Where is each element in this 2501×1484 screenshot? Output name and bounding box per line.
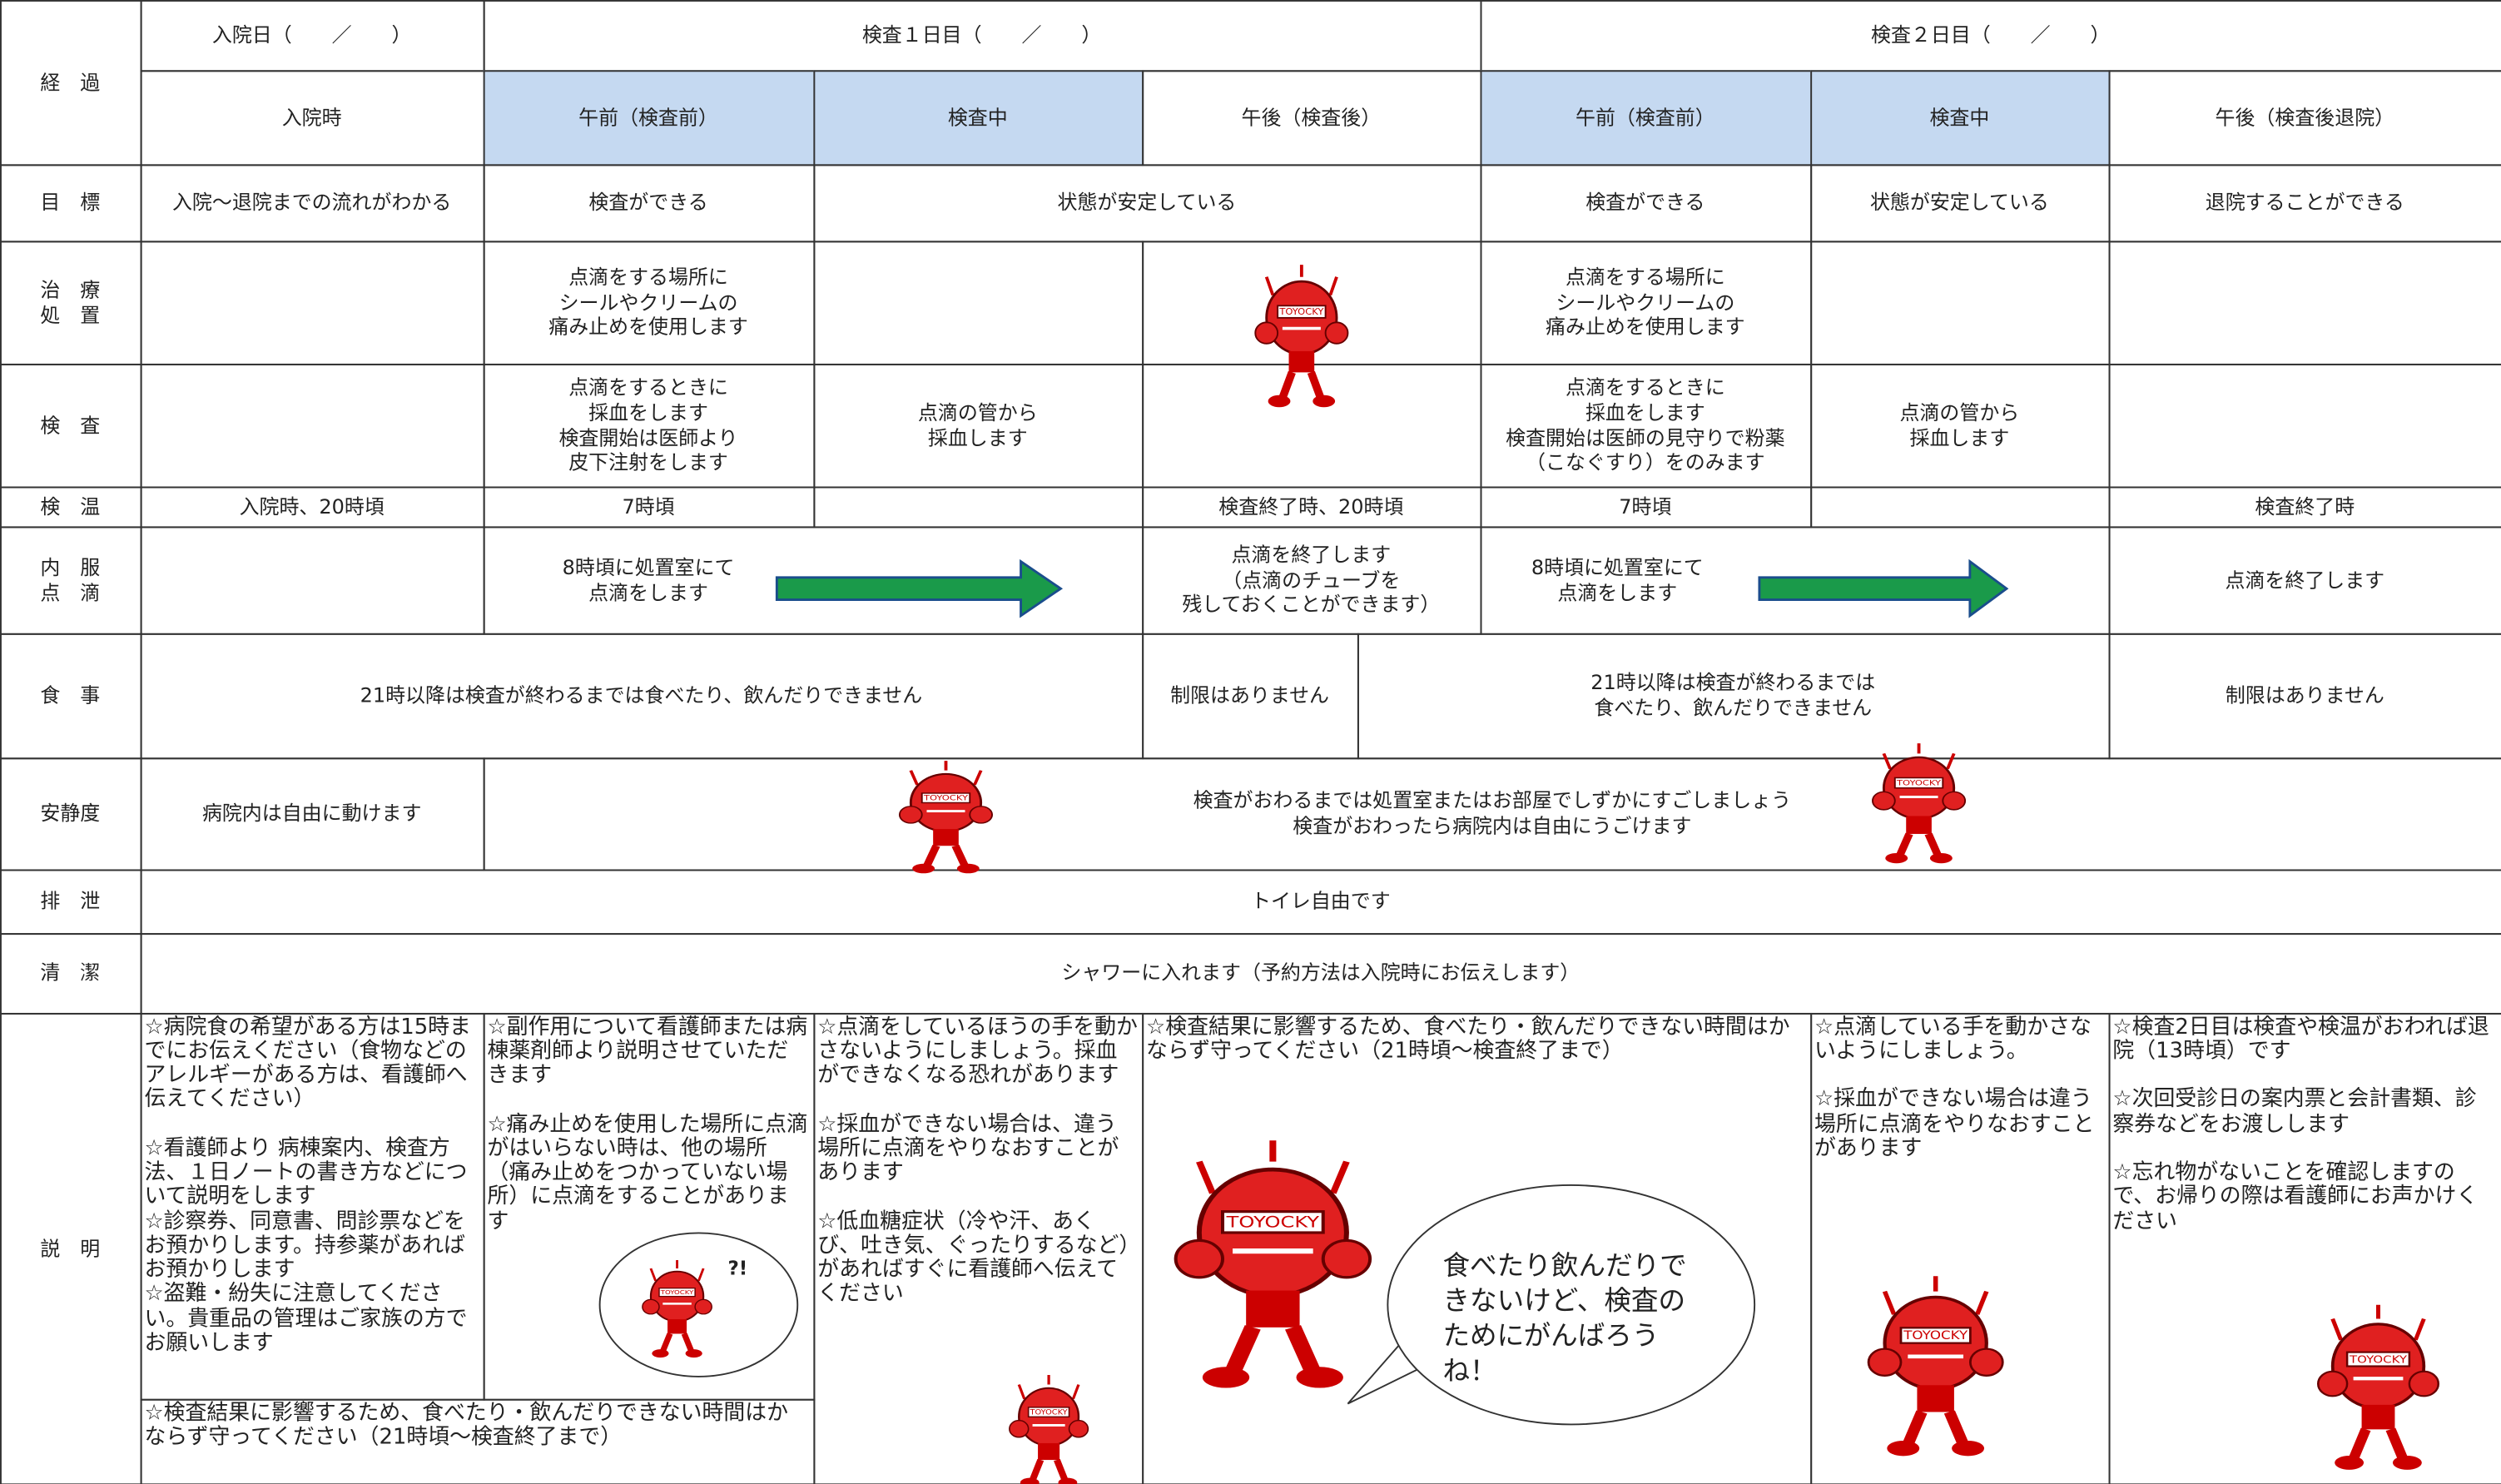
cell: 21時以降は検査が終わるまでは 食べたり、飲んだりできません [1356,632,2110,759]
mascot [1010,1375,1088,1484]
cell: 退院することができる [2107,163,2501,242]
cell: 検査中 [1809,69,2110,166]
mascot [900,761,992,873]
cell: 点滴をするときに 採血をします 検査開始は医師より 皮下注射をします [482,363,815,488]
cell: ☆点滴をしているほうの手を動かさないようにしましょう。採血ができなくなる恐れがあ… [812,1012,1144,1484]
cell: 午前（検査前） [1479,69,1812,166]
cell: ☆検査2日目は検査や検温がおわれば退院（13時頃）です ☆次回受診日の案内票と会… [2107,1012,2501,1484]
cell: 8時頃に処置室にて 点滴をします [1531,554,1704,604]
cell: 点滴をする場所に シールやクリームの 痛み止めを使用します [482,240,815,365]
cell: 病院内は自由に動けます [139,757,484,871]
cell: 8時頃に処置室にて 点滴をします [562,554,735,604]
cell: 点滴を終了します （点滴のチューブを 残しておくことができます） [1141,525,1481,634]
arrow [775,558,1064,618]
arrow [1758,558,2009,618]
cell: 点滴をする場所に シールやクリームの 痛み止めを使用します [1479,240,1812,365]
mascot [1873,743,1965,863]
mascot [1868,1276,2002,1456]
cell: 治 療 処 置 [0,240,141,365]
small-bubble-text: ?! [727,1257,748,1280]
cell: 点滴の管から 採血します [812,363,1144,488]
mascot [1255,265,1347,407]
bubble-text: 食べたり飲んだりで きないけど、検査の ためにがんばろう ね！ [1442,1250,1687,1388]
cell: 検査中 [812,69,1144,166]
mascot [1176,1140,1370,1387]
mascot [2318,1305,2439,1470]
cell: 午前（検査前） [482,69,815,166]
bubble-shape [1387,1184,1756,1426]
cell: 安静度 [0,757,141,871]
cell: 点滴をするときに 採血をします 検査開始は医師の見守りで粉薬 （こなぐすり）をの… [1479,363,1812,488]
